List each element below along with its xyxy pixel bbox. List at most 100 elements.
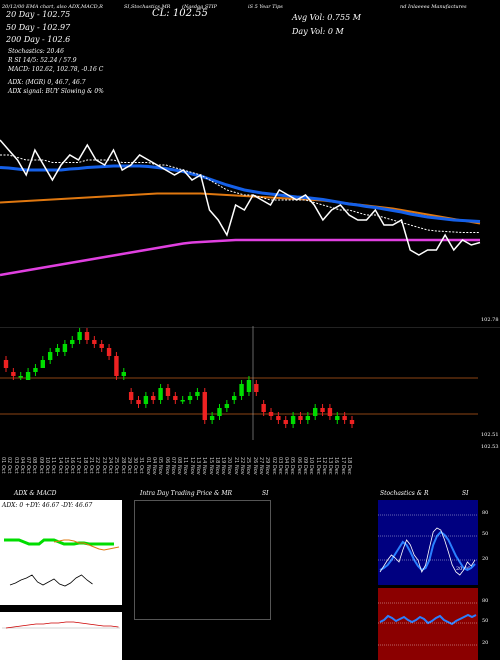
panel-divider bbox=[0, 327, 500, 328]
adx-panel-readout: ADX: 0 +DY: 46.67 -DY: 46.67 bbox=[2, 502, 93, 509]
candle-body bbox=[254, 384, 259, 392]
candle-body bbox=[3, 360, 9, 368]
candle-body bbox=[195, 392, 200, 396]
intraday-panel-title: Intra Day Trading Price & MR bbox=[140, 490, 233, 497]
candle-body bbox=[47, 352, 53, 360]
candle-body bbox=[99, 344, 104, 348]
candle-body bbox=[106, 348, 112, 356]
candle-body bbox=[136, 400, 141, 404]
candle-body bbox=[276, 416, 281, 420]
price-axis-low-2: 102.53 bbox=[481, 444, 499, 450]
candle-body bbox=[246, 380, 252, 392]
adx-panel bbox=[0, 500, 122, 605]
adx-panel-title: ADX & MACD bbox=[14, 490, 57, 497]
rsi-line bbox=[379, 613, 477, 626]
macd-panel bbox=[0, 612, 122, 660]
candle-body bbox=[202, 392, 207, 420]
candle-body bbox=[312, 408, 318, 416]
candle-body bbox=[335, 416, 340, 420]
chart-header-left: 20/12/00 EMA chart, also ADX,MACD,R bbox=[2, 4, 103, 10]
long-ema-line bbox=[0, 238, 480, 277]
candle-body bbox=[114, 356, 119, 376]
stoch-value-label: 20.46 bbox=[456, 566, 471, 572]
candle-body bbox=[239, 384, 244, 396]
stoch-tick-20: 20 bbox=[482, 556, 489, 562]
candle-body bbox=[165, 388, 171, 396]
candle-body bbox=[55, 348, 60, 352]
stochastic-d-line bbox=[379, 530, 476, 572]
adx-line bbox=[9, 574, 93, 587]
chart-header-right: nd Inlaeeea Manufactures bbox=[400, 4, 467, 10]
candle-body bbox=[158, 388, 163, 400]
ema-chart bbox=[0, 139, 481, 277]
candle-body bbox=[180, 400, 185, 402]
rsi-tick-20: 20 bbox=[482, 640, 489, 646]
macd-readout: MACD: 102.62, 102.78, -0.16 C bbox=[8, 66, 104, 73]
chart-header-center: SI,Stochastics,MR bbox=[124, 4, 171, 10]
candle-body bbox=[62, 344, 68, 352]
candle-body bbox=[232, 396, 237, 400]
stochastics-panel bbox=[378, 500, 478, 585]
price-axis-low-1: 102.51 bbox=[481, 432, 499, 438]
ema20-readout: 20 Day - 102.75 bbox=[6, 10, 71, 19]
ema200-line bbox=[0, 192, 481, 225]
candle-body bbox=[40, 360, 46, 368]
macd-line bbox=[5, 621, 119, 629]
adx-minus-line bbox=[53, 539, 120, 551]
candle-body bbox=[298, 416, 303, 420]
candle-body bbox=[320, 408, 325, 412]
candle-body bbox=[305, 416, 311, 420]
candle-body bbox=[268, 412, 274, 416]
candle-body bbox=[25, 372, 31, 380]
candle-body bbox=[11, 372, 16, 376]
stoch-panel-title: Stochastics & R bbox=[380, 490, 429, 497]
candle-body bbox=[33, 368, 38, 372]
candle-body bbox=[70, 340, 75, 344]
stoch-tick-80: 80 bbox=[482, 510, 489, 516]
avg-volume: Avg Vol: 0.755 M bbox=[292, 13, 361, 22]
candle-body bbox=[327, 408, 333, 416]
price-line bbox=[0, 139, 481, 256]
candle-body bbox=[224, 404, 230, 408]
rsi-readout: R SI 14/5: 52.24 / 57.9 bbox=[8, 57, 77, 64]
candle-body bbox=[349, 420, 355, 424]
candle-body bbox=[261, 404, 266, 412]
chart-header-name: iS 5 Year Tips bbox=[248, 4, 283, 10]
ema200-readout: 200 Day - 102.6 bbox=[6, 35, 71, 44]
chart-header-ticker: (Nasdaq STIP bbox=[182, 4, 217, 10]
stochastics-readout: Stochastics: 20.46 bbox=[8, 48, 64, 55]
ema20-line bbox=[0, 154, 480, 233]
candle-body bbox=[217, 408, 222, 416]
candle-body bbox=[77, 332, 82, 340]
candle-body bbox=[283, 420, 288, 424]
candle-body bbox=[121, 372, 126, 376]
stoch-tick-50: 50 bbox=[482, 531, 489, 537]
candle-body bbox=[128, 392, 134, 400]
rsi-tick-50: 50 bbox=[482, 618, 489, 624]
candle-body bbox=[18, 376, 23, 378]
rsi-tick-80: 80 bbox=[482, 598, 489, 604]
candle-body bbox=[290, 416, 296, 424]
candle-body bbox=[92, 340, 97, 344]
close-price: CL: 102.55 bbox=[152, 8, 208, 19]
candle-body bbox=[187, 396, 193, 400]
candle-body bbox=[84, 332, 90, 340]
candlestick-chart bbox=[0, 326, 478, 440]
ema50-line bbox=[0, 164, 481, 223]
candle-body bbox=[151, 396, 156, 400]
adx-signal: ADX signal: BUY Slowing & 0% bbox=[8, 88, 104, 95]
stochastic-k-line bbox=[379, 527, 476, 576]
day-volume: Day Vol: 0 M bbox=[292, 27, 344, 36]
stoch-panel-si: SI bbox=[462, 490, 469, 497]
candle-body bbox=[342, 416, 347, 420]
intraday-panel-si: SI bbox=[262, 490, 269, 497]
candle-body bbox=[209, 416, 215, 420]
adx-plus-line bbox=[4, 538, 114, 546]
price-axis-top: 102.78 bbox=[481, 317, 499, 323]
intraday-panel bbox=[134, 500, 271, 620]
candle-body bbox=[143, 396, 149, 404]
adx-readout: ADX: (MGR) 0, 46.7, 46.7 bbox=[8, 79, 86, 86]
candle-body bbox=[173, 396, 178, 400]
ema50-readout: 50 Day - 102.97 bbox=[6, 23, 71, 32]
